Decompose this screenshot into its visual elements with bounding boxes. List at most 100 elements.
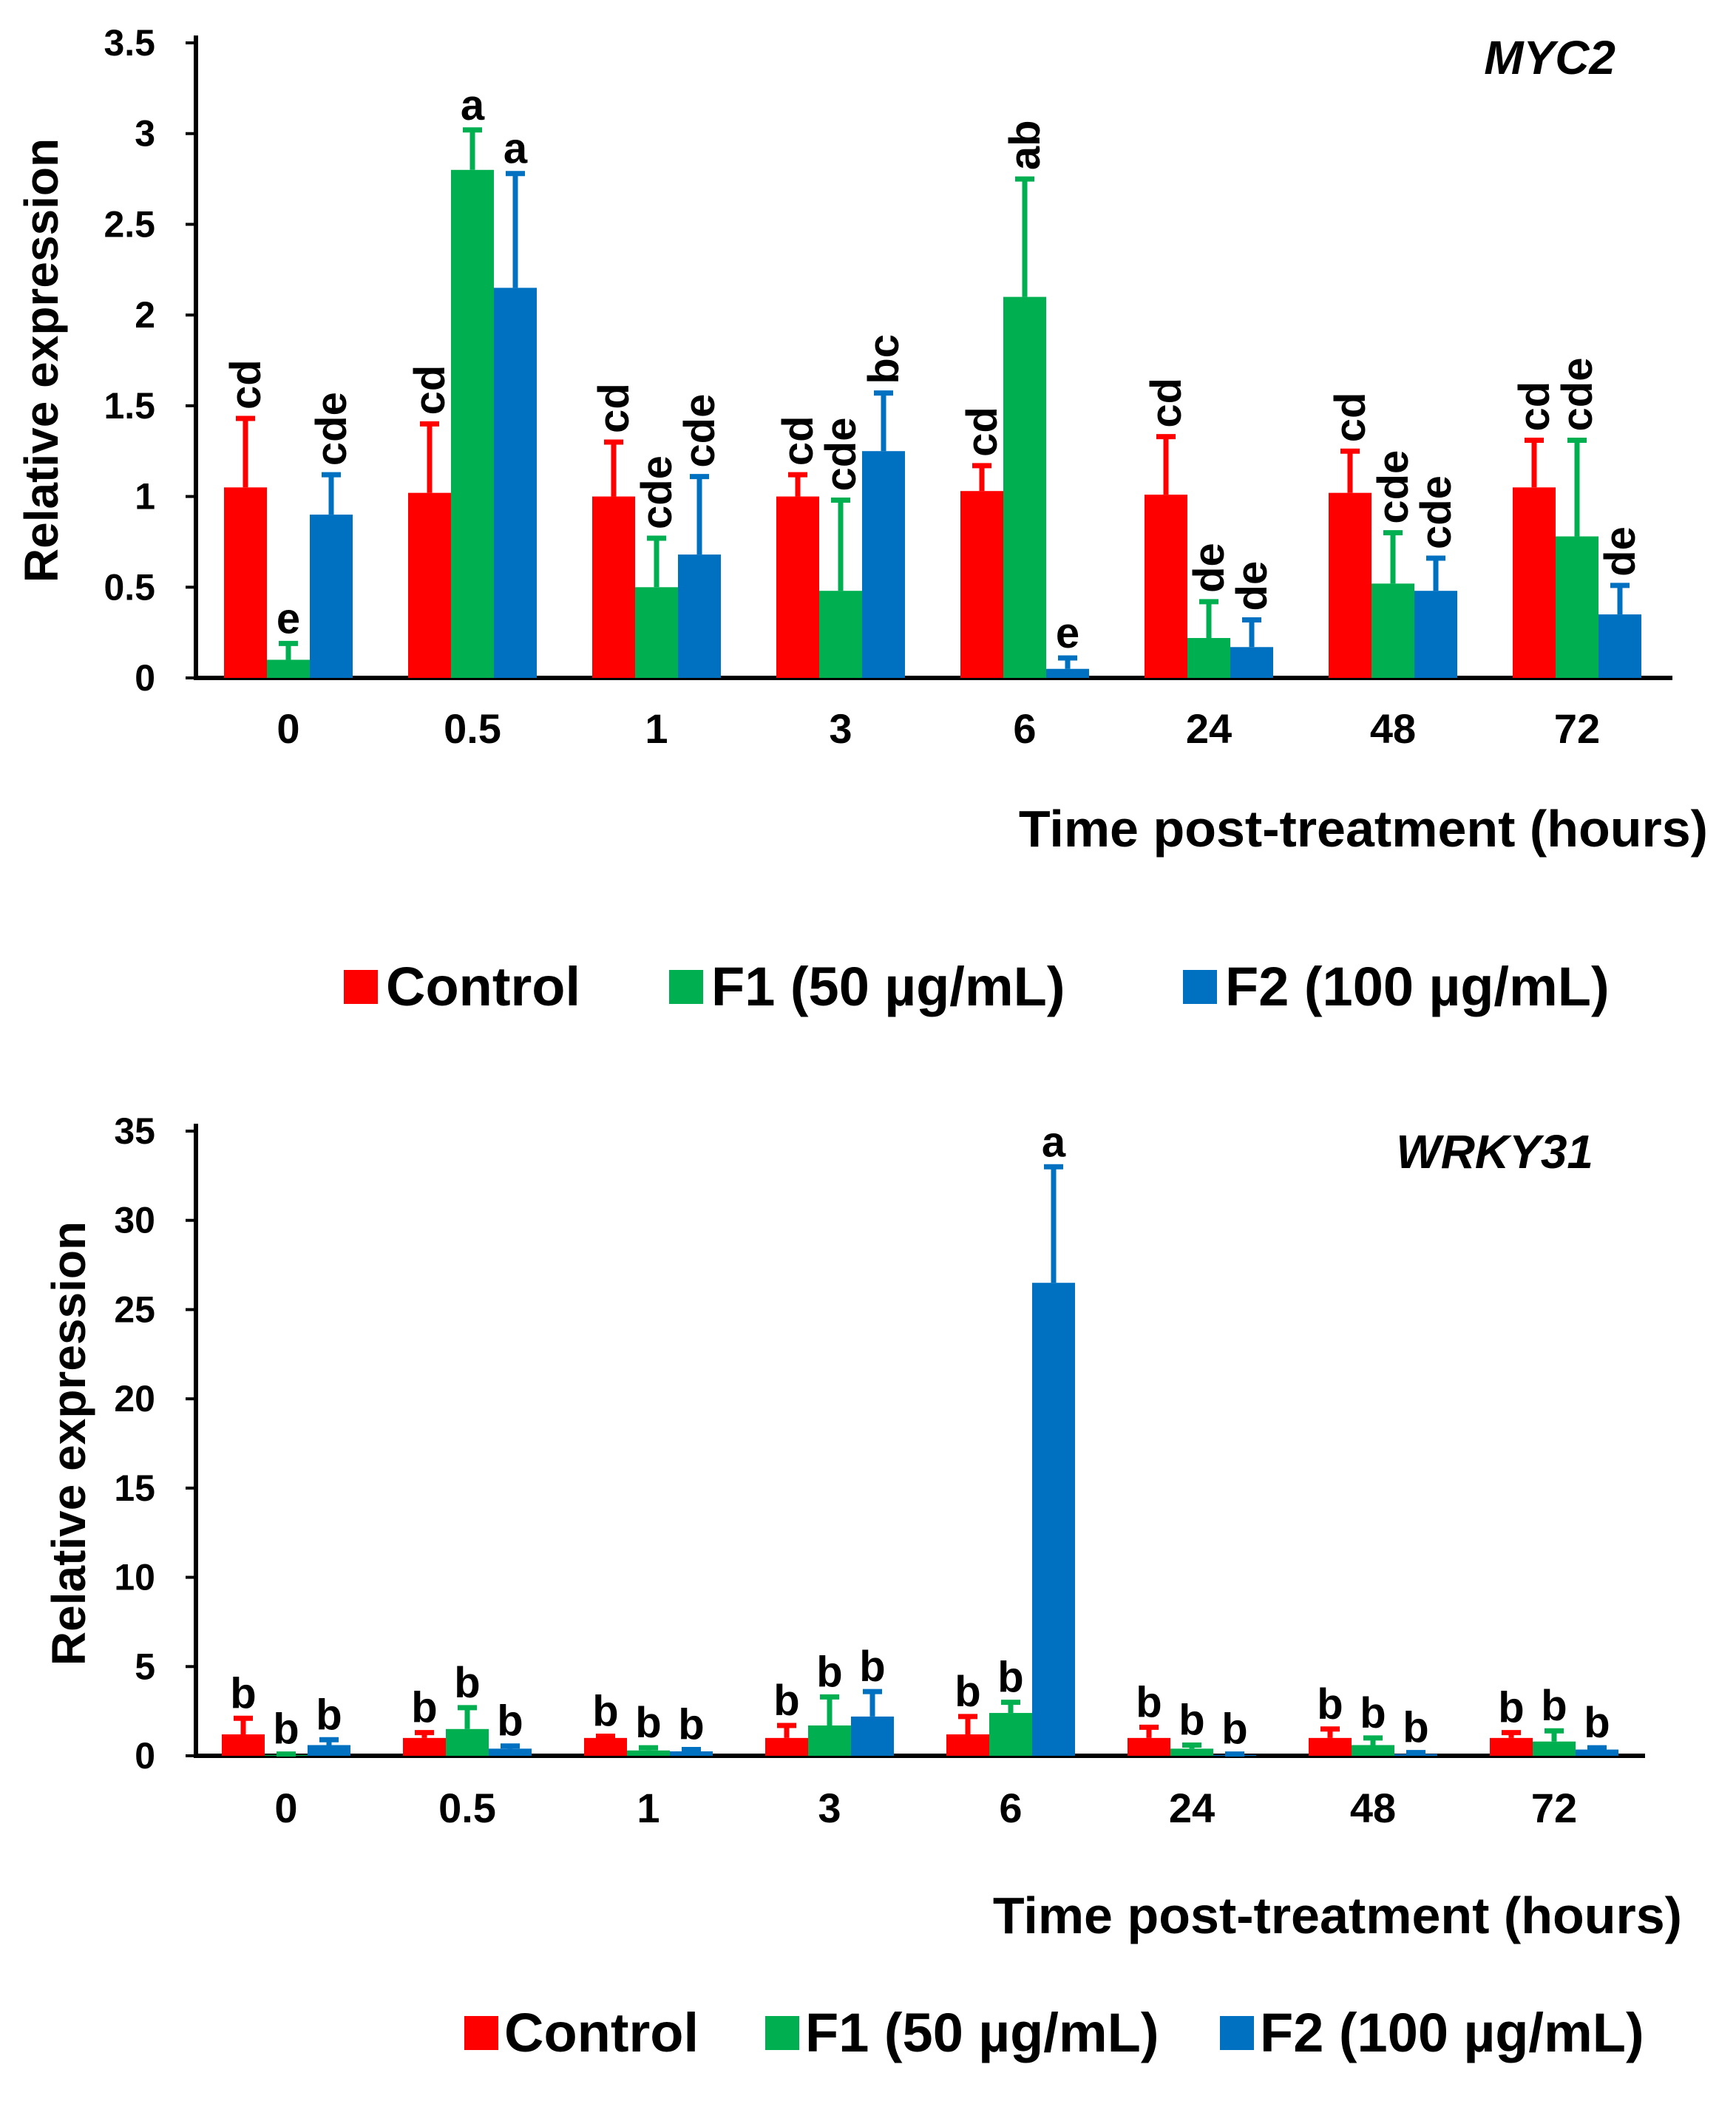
significance-letter: a	[1042, 1118, 1066, 1166]
x-tick-label: 0	[274, 1785, 297, 1831]
bar	[1003, 296, 1046, 679]
bar	[267, 659, 310, 678]
significance-letter: b	[316, 1691, 342, 1739]
significance-letter: b	[273, 1706, 299, 1754]
bar	[408, 492, 451, 678]
x-tick-label: 0	[277, 705, 299, 752]
significance-letter: b	[497, 1697, 523, 1745]
bar	[1128, 1737, 1170, 1756]
significance-letter: cde	[817, 418, 865, 492]
y-tick-label: 0	[135, 1735, 155, 1776]
x-tick-label: 48	[1350, 1785, 1396, 1831]
y-tick-label: 0.5	[104, 566, 155, 608]
bar	[1309, 1737, 1352, 1756]
significance-letter: cde	[633, 455, 681, 529]
x-tick-label: 3	[829, 705, 852, 752]
bar	[1145, 495, 1187, 678]
bar	[1414, 591, 1457, 678]
significance-letter: b	[1136, 1678, 1162, 1726]
legend-label: F1 (50 µg/mL)	[711, 956, 1065, 1017]
y-tick-label: 20	[114, 1378, 155, 1419]
significance-letter: cd	[222, 359, 270, 410]
significance-letter: cde	[676, 394, 724, 468]
significance-letter: b	[592, 1687, 618, 1735]
bar	[635, 587, 678, 678]
x-tick-label: 6	[1013, 705, 1036, 752]
bar	[678, 554, 721, 678]
bar	[776, 496, 819, 678]
bar	[765, 1737, 808, 1756]
legend-label: Control	[504, 2002, 699, 2063]
bar	[1490, 1737, 1533, 1756]
bar	[851, 1716, 894, 1756]
y-tick-label: 5	[135, 1646, 155, 1687]
y-tick-label: 30	[114, 1200, 155, 1241]
significance-letter: cde	[1412, 475, 1460, 549]
significance-letter: b	[411, 1684, 437, 1732]
significance-letter: e	[1056, 609, 1079, 657]
bar	[489, 1748, 532, 1756]
bar	[862, 451, 905, 678]
significance-letter: a	[503, 125, 528, 173]
bar	[224, 487, 267, 678]
y-axis-label: Relative expression	[42, 1221, 95, 1666]
y-tick-label: 3	[135, 113, 155, 155]
significance-letter: de	[1596, 526, 1644, 577]
significance-letter: b	[859, 1643, 885, 1691]
significance-letter: b	[230, 1669, 256, 1717]
bar	[451, 169, 494, 679]
significance-letter: b	[1317, 1680, 1343, 1728]
bar	[1513, 487, 1556, 678]
bar	[1556, 536, 1598, 678]
significance-letter: cde	[308, 392, 356, 466]
x-tick-label: 0.5	[438, 1785, 496, 1831]
y-tick-label: 1	[135, 476, 155, 517]
significance-letter: b	[1403, 1704, 1428, 1752]
y-tick-label: 2	[135, 294, 155, 336]
y-tick-label: 1.5	[104, 385, 155, 427]
gene-title: MYC2	[1484, 31, 1615, 84]
bar	[1352, 1745, 1394, 1756]
significance-letter: cd	[590, 383, 638, 433]
y-tick-label: 25	[114, 1289, 155, 1330]
x-tick-label: 6	[999, 1785, 1022, 1831]
significance-letter: b	[773, 1677, 799, 1725]
x-tick-label: 3	[818, 1785, 841, 1831]
y-tick-label: 3.5	[104, 22, 155, 64]
y-tick-label: 2.5	[104, 203, 155, 245]
bar	[403, 1737, 446, 1756]
significance-letter: e	[277, 594, 300, 642]
significance-letter: b	[1360, 1689, 1386, 1737]
y-tick-label: 15	[114, 1467, 155, 1509]
bar	[310, 515, 353, 678]
bar	[1576, 1749, 1618, 1756]
bar	[1371, 583, 1414, 678]
x-tick-label: 0.5	[444, 705, 501, 752]
significance-letter: b	[1541, 1682, 1567, 1730]
significance-letter: b	[1584, 1699, 1610, 1747]
x-axis-label: Time post-treatment (hours)	[993, 1887, 1682, 1944]
bar	[1170, 1748, 1213, 1756]
x-tick-label: 72	[1531, 1785, 1577, 1831]
significance-letter: bc	[860, 334, 908, 384]
significance-letter: cd	[958, 407, 1006, 457]
legend-label: F2 (100 µg/mL)	[1225, 956, 1610, 1017]
significance-letter: ab	[1001, 120, 1049, 170]
bar	[1598, 614, 1641, 678]
x-tick-label: 24	[1169, 1785, 1215, 1831]
legend-swatch	[1220, 2016, 1254, 2050]
bar	[308, 1745, 350, 1756]
bar	[1329, 492, 1371, 678]
significance-letter: cd	[1510, 381, 1559, 432]
bar	[946, 1734, 989, 1756]
significance-letter: a	[461, 81, 485, 129]
x-tick-label: 72	[1554, 705, 1600, 752]
y-axis-label: Relative expression	[15, 138, 68, 583]
bar	[1533, 1741, 1576, 1756]
significance-letter: cd	[774, 415, 822, 466]
legend-swatch	[1183, 970, 1217, 1004]
significance-letter: de	[1228, 561, 1276, 611]
significance-letter: b	[997, 1654, 1023, 1702]
bar	[592, 496, 635, 678]
